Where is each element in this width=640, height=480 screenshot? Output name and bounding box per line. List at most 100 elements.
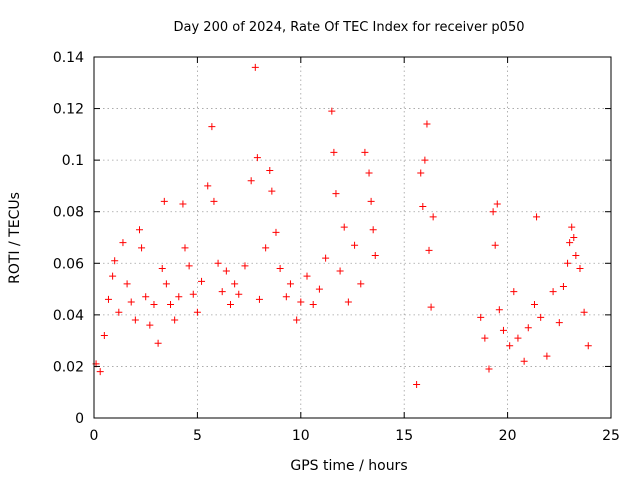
- y-tick-label: 0.04: [53, 308, 84, 324]
- y-tick-label: 0: [75, 411, 84, 427]
- data-point: [119, 239, 127, 247]
- data-point: [208, 123, 216, 131]
- data-point: [297, 298, 305, 306]
- data-point: [559, 282, 567, 290]
- y-tick-label: 0.08: [53, 205, 84, 221]
- data-point: [336, 267, 344, 275]
- data-point: [580, 308, 588, 316]
- data-point: [328, 107, 336, 115]
- data-point: [514, 334, 522, 342]
- data-point: [253, 154, 261, 162]
- data-point: [429, 213, 437, 221]
- data-point: [179, 200, 187, 208]
- data-point: [322, 254, 330, 262]
- data-point: [309, 301, 317, 309]
- data-point: [510, 288, 518, 296]
- y-tick-label: 0.14: [53, 50, 84, 66]
- data-point: [231, 280, 239, 288]
- data-point: [549, 288, 557, 296]
- data-point: [576, 264, 584, 272]
- axis-ticks: [93, 56, 612, 419]
- data-point: [425, 246, 433, 254]
- data-point: [210, 197, 218, 205]
- data-point: [572, 252, 580, 260]
- data-point: [123, 280, 131, 288]
- data-point: [272, 228, 280, 236]
- data-point: [160, 197, 168, 205]
- data-point: [330, 148, 338, 156]
- data-point: [142, 293, 150, 301]
- data-point: [421, 156, 429, 164]
- data-points: [92, 63, 592, 388]
- data-point: [181, 244, 189, 252]
- data-point: [566, 239, 574, 247]
- data-point: [485, 365, 493, 373]
- data-point: [276, 264, 284, 272]
- data-point: [251, 63, 259, 71]
- data-point: [96, 368, 104, 376]
- data-point: [255, 295, 263, 303]
- data-point: [315, 285, 323, 293]
- y-axis-label: ROTI / TECUs: [7, 192, 23, 284]
- data-point: [115, 308, 123, 316]
- chart-title: Day 200 of 2024, Rate Of TEC Index for r…: [174, 20, 525, 35]
- x-tick-label: 25: [602, 428, 620, 444]
- data-point: [266, 166, 274, 174]
- data-point: [344, 298, 352, 306]
- data-point: [491, 241, 499, 249]
- data-point: [282, 293, 290, 301]
- data-point: [369, 226, 377, 234]
- data-point: [351, 241, 359, 249]
- data-point: [214, 259, 222, 267]
- data-point: [530, 301, 538, 309]
- data-point: [268, 187, 276, 195]
- data-point: [570, 234, 578, 241]
- data-point: [495, 306, 503, 314]
- data-point: [568, 223, 576, 231]
- data-point: [489, 208, 497, 216]
- data-point: [241, 262, 249, 270]
- data-point: [357, 280, 365, 288]
- data-point: [104, 295, 112, 303]
- data-point: [506, 342, 514, 350]
- data-point: [100, 331, 108, 339]
- data-point: [175, 293, 183, 301]
- x-tick-label: 20: [499, 428, 517, 444]
- data-point: [365, 169, 373, 177]
- data-point: [423, 120, 431, 128]
- data-point: [367, 197, 375, 205]
- data-point: [138, 244, 146, 252]
- y-tick-label: 0.1: [62, 153, 84, 169]
- data-point: [533, 213, 541, 221]
- data-point: [193, 308, 201, 316]
- data-point: [340, 223, 348, 231]
- data-point: [154, 339, 162, 347]
- data-point: [162, 280, 170, 288]
- data-point: [477, 313, 485, 321]
- x-axis-label: GPS time / hours: [290, 458, 407, 474]
- data-point: [135, 226, 143, 234]
- data-point: [185, 262, 193, 270]
- data-point: [332, 190, 340, 198]
- data-point: [293, 316, 301, 324]
- data-point: [520, 357, 528, 365]
- x-tick-label: 15: [395, 428, 413, 444]
- data-point: [543, 352, 551, 360]
- data-point: [127, 298, 135, 306]
- x-tick-labels: 0 5 10 15 20 25: [90, 428, 620, 444]
- data-point: [417, 169, 425, 177]
- data-point: [584, 342, 592, 350]
- data-point: [111, 257, 119, 265]
- data-point: [131, 316, 139, 324]
- x-tick-label: 5: [193, 428, 202, 444]
- data-point: [524, 324, 532, 332]
- data-point: [198, 277, 206, 285]
- plot-frame: [93, 56, 612, 419]
- data-point: [247, 177, 255, 185]
- data-point: [371, 252, 379, 260]
- data-point: [158, 264, 166, 272]
- data-point: [361, 148, 369, 156]
- data-point: [481, 334, 489, 342]
- data-point: [303, 272, 311, 280]
